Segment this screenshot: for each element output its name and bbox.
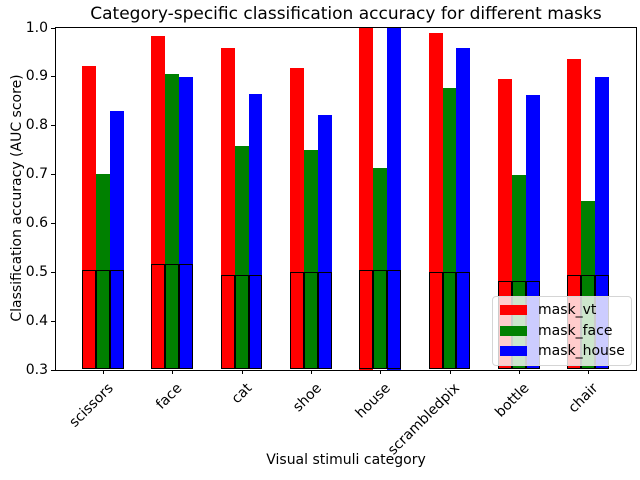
bar-mask_house-house [387,27,402,370]
x-tick-mark [518,370,520,374]
x-tick-mark [588,370,590,374]
legend-swatch-mask_house [500,346,527,357]
x-tick-label-cat: cat [228,380,256,407]
bar-mask_house-cat [248,93,263,370]
y-tick-label: 0.4 [25,312,48,329]
bar-mask_face-house [373,167,388,370]
chance-bar-face [179,264,194,370]
chance-bar-face [165,264,180,370]
y-tick-label: 0.7 [25,166,48,183]
chance-bar-shoe [303,272,318,370]
chance-bar-scissors [109,269,124,370]
y-tick-mark [51,271,55,273]
bar-mask_vt-scissors [82,66,97,370]
x-axis-label: Visual stimuli category [266,452,426,468]
x-tick-label-scissors: scissors [66,380,117,431]
legend-swatch-mask_vt [500,305,527,315]
y-tick-mark [51,27,55,29]
y-tick-mark [51,369,55,371]
legend-label-mask_house: mask_house [538,343,625,360]
x-tick-label-house: house [352,380,394,422]
chance-bar-house [387,269,402,370]
bar-mask_face-scrambledpix [442,88,457,370]
bar-mask_house-face [179,77,194,370]
chart-title: Category-specific classification accurac… [90,4,602,24]
legend-item-mask_vt: mask_vt [500,300,596,320]
chance-bar-cat [248,274,263,370]
legend-label-mask_face: mask_face [538,322,613,339]
legend: mask_vt mask_face mask_house [492,296,632,366]
chance-bar-scrambledpix [428,271,443,370]
y-axis-label: Classification accuracy (AUC score) [9,74,25,322]
x-tick-mark [310,370,312,374]
bar-mask_vt-scrambledpix [428,32,443,370]
bar-mask_face-scissors [96,174,110,370]
chance-bar-cat [234,274,249,370]
legend-label-mask_vt: mask_vt [538,302,597,318]
chance-bar-scrambledpix [456,271,471,370]
bar-mask_face-face [165,73,180,370]
bar-mask_face-cat [234,146,249,370]
chance-bar-scissors [96,269,110,370]
x-tick-mark [380,370,382,374]
chance-bar-cat [220,274,235,370]
y-tick-mark [51,320,55,322]
y-tick-mark [51,76,55,78]
x-tick-label-shoe: shoe [289,380,325,416]
y-tick-label: 0.8 [25,117,48,134]
x-tick-label-face: face [153,380,186,413]
legend-swatch-mask_face [500,325,527,336]
y-tick-label: 0.9 [25,68,48,85]
x-tick-mark [241,370,243,374]
bar-mask_vt-house [359,27,374,370]
x-tick-label-scrambledpix: scrambledpix [385,380,464,459]
chance-bar-scissors [82,269,97,370]
legend-item-mask_house: mask_house [500,341,625,361]
x-tick-mark [103,370,104,374]
x-tick-mark [449,370,451,374]
y-tick-label: 0.3 [25,361,48,378]
bar-mask_house-shoe [317,114,332,370]
x-tick-label-bottle: bottle [492,380,533,421]
chance-bar-face [151,264,166,370]
bar-mask_house-scrambledpix [456,47,471,370]
chance-bar-shoe [290,272,304,370]
x-tick-mark [172,370,174,374]
bar-mask_house-scissors [109,110,124,370]
y-tick-label: 0.5 [25,263,48,280]
y-tick-label: 0.6 [25,214,48,231]
x-tick-label-chair: chair [565,380,602,417]
chance-bar-scrambledpix [442,271,457,370]
y-tick-label: 1.0 [25,19,48,36]
chance-bar-house [373,269,388,370]
bar-mask_vt-face [151,36,166,370]
y-tick-mark [51,125,55,127]
bar-mask_vt-shoe [290,68,304,370]
bar-mask_face-shoe [303,150,318,370]
chance-bar-house [359,269,374,370]
bar-mask_vt-cat [220,48,235,370]
chance-bar-shoe [317,272,332,370]
y-tick-mark [51,174,55,176]
bar-mask_vt-chair [567,58,582,370]
legend-item-mask_face: mask_face [500,321,612,341]
y-tick-mark [51,222,55,224]
